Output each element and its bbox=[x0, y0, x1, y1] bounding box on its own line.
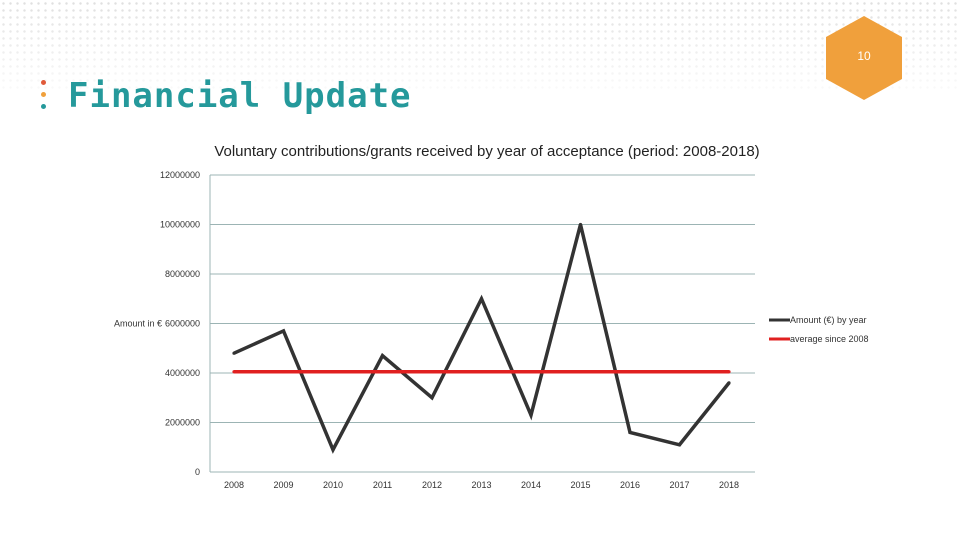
legend: Amount (€) by year average since 2008 bbox=[769, 315, 869, 344]
x-tick-label: 2008 bbox=[224, 480, 244, 490]
dotted-background-pattern bbox=[0, 0, 960, 90]
data-point bbox=[232, 351, 236, 355]
title-marker-icon bbox=[40, 80, 48, 112]
data-point bbox=[529, 413, 533, 417]
x-tick-label: 2014 bbox=[521, 480, 541, 490]
y-tick-label: 10000000 bbox=[160, 220, 200, 230]
y-tick-label: 6000000 bbox=[165, 319, 200, 329]
data-point bbox=[232, 370, 236, 374]
series-line-0 bbox=[233, 224, 731, 454]
x-tick-label: 2017 bbox=[669, 480, 689, 490]
page-title: Financial Update bbox=[68, 76, 412, 116]
y-tick-label: 8000000 bbox=[165, 269, 200, 279]
x-tick-label: 2013 bbox=[471, 480, 491, 490]
data-point bbox=[578, 370, 583, 374]
legend-label: Amount (€) by year bbox=[790, 315, 867, 325]
data-point bbox=[727, 381, 731, 385]
gridlines bbox=[209, 174, 755, 473]
data-point bbox=[628, 430, 632, 434]
hexagon-shape bbox=[826, 16, 902, 100]
page-number: 10 bbox=[857, 49, 871, 63]
y-tick-label: 12000000 bbox=[160, 170, 200, 180]
x-tick-label: 2010 bbox=[323, 480, 343, 490]
data-point bbox=[479, 370, 484, 374]
chart-title: Voluntary contributions/grants received … bbox=[214, 143, 760, 160]
data-point bbox=[529, 370, 533, 374]
y-axis-ticks: 0 2000000 4000000 6000000 8000000 10000000 120… bbox=[160, 170, 200, 477]
data-point bbox=[281, 370, 286, 374]
x-tick-label: 2011 bbox=[373, 480, 392, 490]
data-point bbox=[281, 329, 286, 333]
data-point bbox=[677, 443, 682, 447]
data-point bbox=[479, 297, 484, 301]
y-tick-label: 0 bbox=[195, 467, 200, 477]
legend-label: average since 2008 bbox=[790, 334, 869, 344]
data-point bbox=[727, 370, 731, 374]
data-point bbox=[430, 396, 434, 400]
x-tick-label: 2016 bbox=[620, 480, 640, 490]
x-axis-ticks: 2008 2009 2010 2011 2012 2013 2014 2015 2016 2017… bbox=[224, 480, 739, 490]
page-number-badge: 10 bbox=[826, 16, 902, 100]
data-point bbox=[380, 354, 385, 358]
y-axis-label: Amount in € bbox=[114, 319, 162, 329]
data-point bbox=[578, 222, 583, 227]
y-tick-label: 2000000 bbox=[165, 418, 200, 428]
series-lines bbox=[232, 222, 731, 454]
data-point bbox=[331, 448, 335, 452]
y-tick-label: 4000000 bbox=[165, 368, 200, 378]
x-tick-label: 2015 bbox=[570, 480, 590, 490]
data-point bbox=[628, 370, 632, 374]
data-point bbox=[331, 370, 335, 374]
data-point bbox=[430, 370, 434, 374]
x-tick-label: 2012 bbox=[422, 480, 442, 490]
data-point bbox=[380, 370, 385, 374]
x-tick-label: 2009 bbox=[273, 480, 293, 490]
data-point bbox=[677, 370, 682, 374]
x-tick-label: 2018 bbox=[719, 480, 739, 490]
